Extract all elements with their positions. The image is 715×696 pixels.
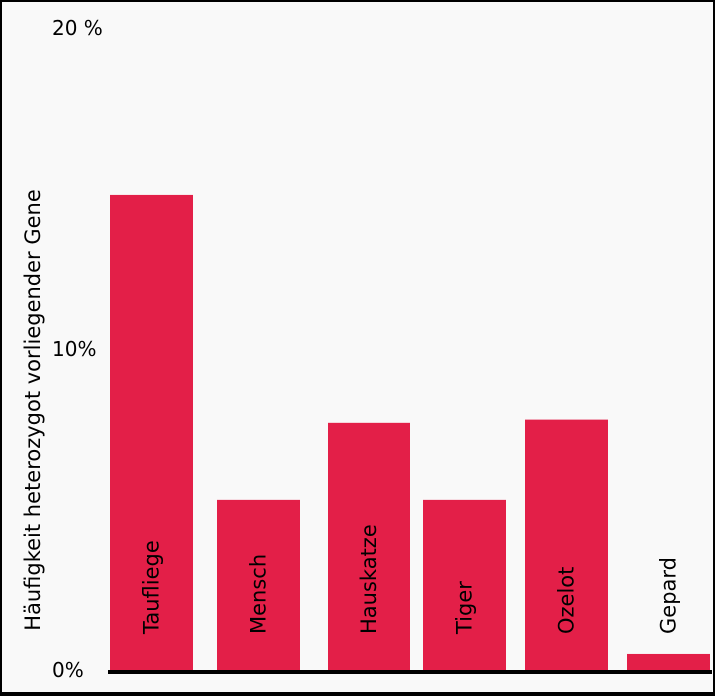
category-label-gepard: Gepard xyxy=(657,557,681,634)
category-label-mensch: Mensch xyxy=(247,554,271,634)
bar-taufliege xyxy=(110,194,193,671)
category-label-hauskatze: Hauskatze xyxy=(357,524,381,634)
y-axis-label: Häufigkeit heterozygot vorliegender Gene xyxy=(21,189,45,631)
category-label-ozelot: Ozelot xyxy=(555,567,579,634)
category-label-taufliege: Taufliege xyxy=(140,540,164,635)
bar-tiger xyxy=(423,499,506,670)
y-tick-label: 20 % xyxy=(52,16,103,40)
bar-hauskatze xyxy=(328,422,410,670)
bar-gepard xyxy=(627,653,710,670)
category-label-tiger: Tiger xyxy=(453,581,477,635)
bar-ozelot xyxy=(525,419,608,670)
bar-mensch xyxy=(217,499,300,670)
y-tick-label: 0% xyxy=(52,658,84,682)
y-tick-label: 10% xyxy=(52,337,96,361)
